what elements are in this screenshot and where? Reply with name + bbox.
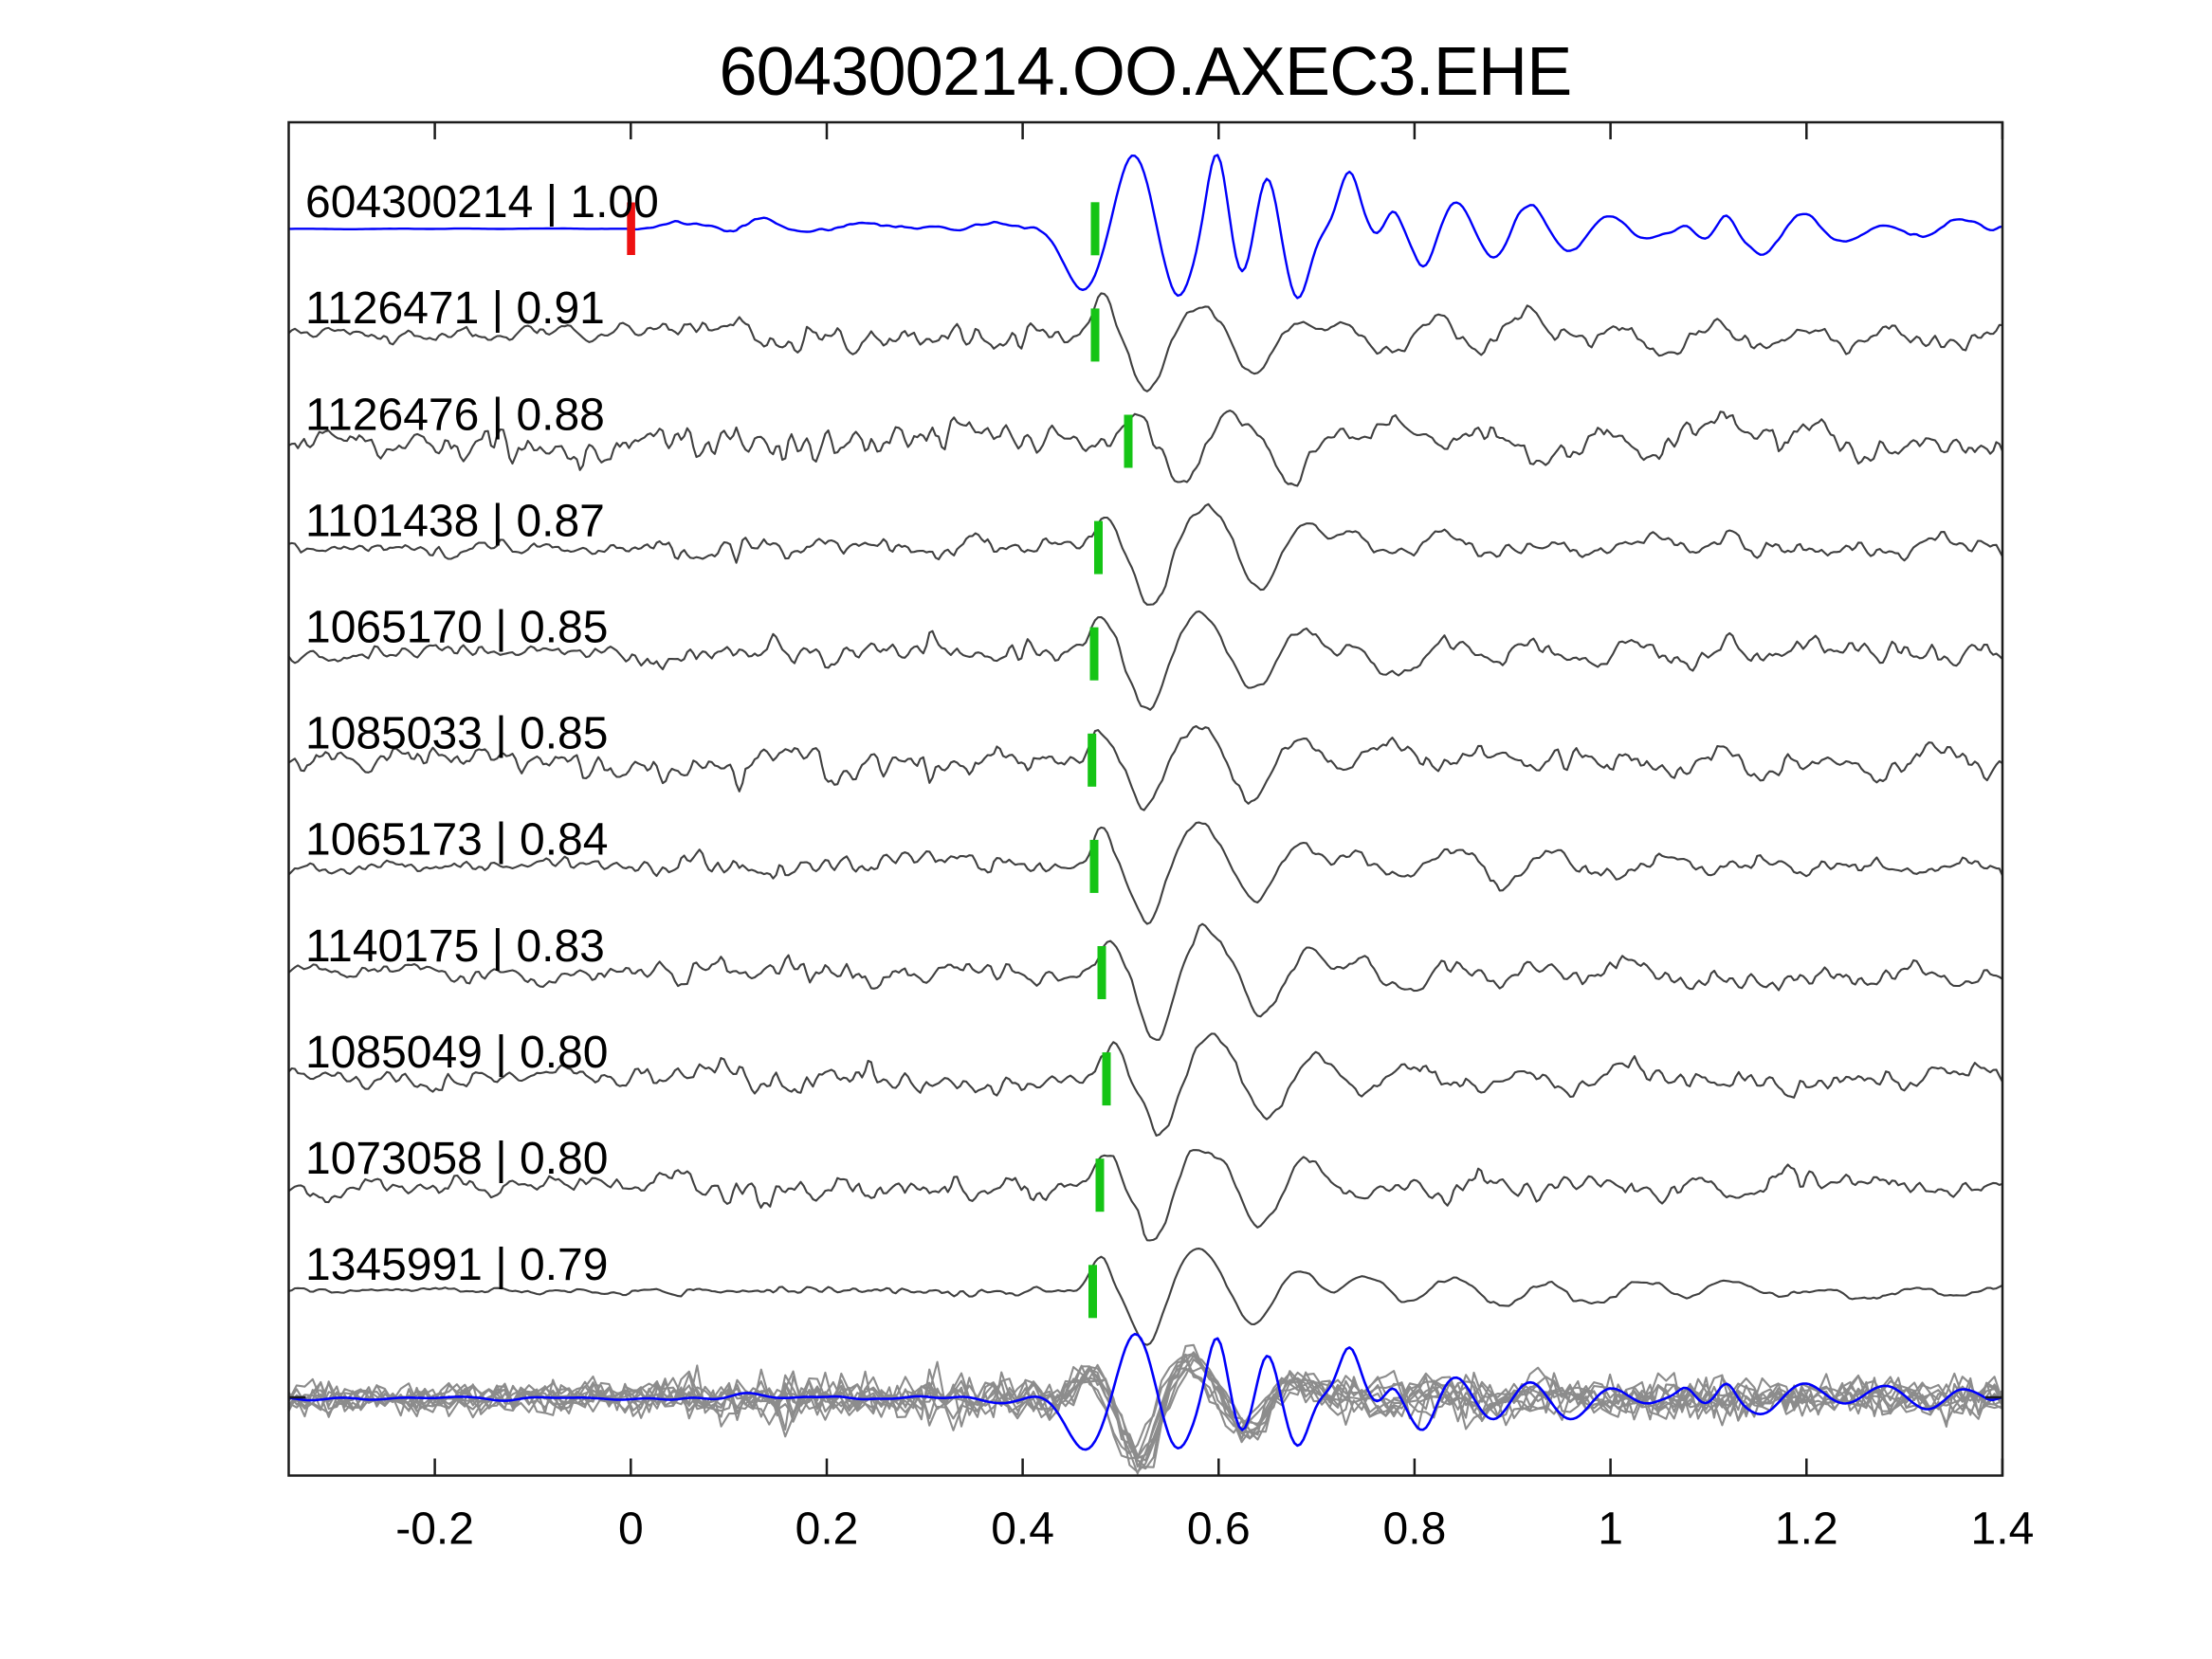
svg-text:604300214 | 1.00: 604300214 | 1.00: [305, 177, 659, 228]
svg-text:1101438 | 0.87: 1101438 | 0.87: [305, 496, 605, 546]
svg-text:0.2: 0.2: [795, 1504, 859, 1555]
svg-text:1: 1: [1598, 1504, 1623, 1555]
svg-text:-0.2: -0.2: [395, 1504, 474, 1555]
svg-text:1085033 | 0.85: 1085033 | 0.85: [305, 709, 608, 759]
svg-text:1.4: 1.4: [1971, 1504, 2035, 1555]
svg-text:1126476 | 0.88: 1126476 | 0.88: [305, 390, 605, 440]
svg-text:1065173 | 0.84: 1065173 | 0.84: [305, 815, 608, 866]
svg-text:1065170 | 0.85: 1065170 | 0.85: [305, 603, 608, 653]
svg-text:1.2: 1.2: [1775, 1504, 1838, 1555]
svg-text:1140175 | 0.83: 1140175 | 0.83: [305, 921, 605, 972]
svg-text:1126471 | 0.91: 1126471 | 0.91: [305, 283, 605, 334]
svg-text:1073058 | 0.80: 1073058 | 0.80: [305, 1134, 608, 1184]
svg-text:0: 0: [618, 1504, 644, 1555]
svg-text:0.6: 0.6: [1187, 1504, 1251, 1555]
svg-text:604300214.OO.AXEC3.EHE: 604300214.OO.AXEC3.EHE: [720, 34, 1572, 110]
svg-text:0.4: 0.4: [991, 1504, 1054, 1555]
svg-text:1085049 | 0.80: 1085049 | 0.80: [305, 1028, 608, 1078]
svg-text:1345991 | 0.79: 1345991 | 0.79: [305, 1240, 608, 1290]
svg-text:0.8: 0.8: [1383, 1504, 1447, 1555]
